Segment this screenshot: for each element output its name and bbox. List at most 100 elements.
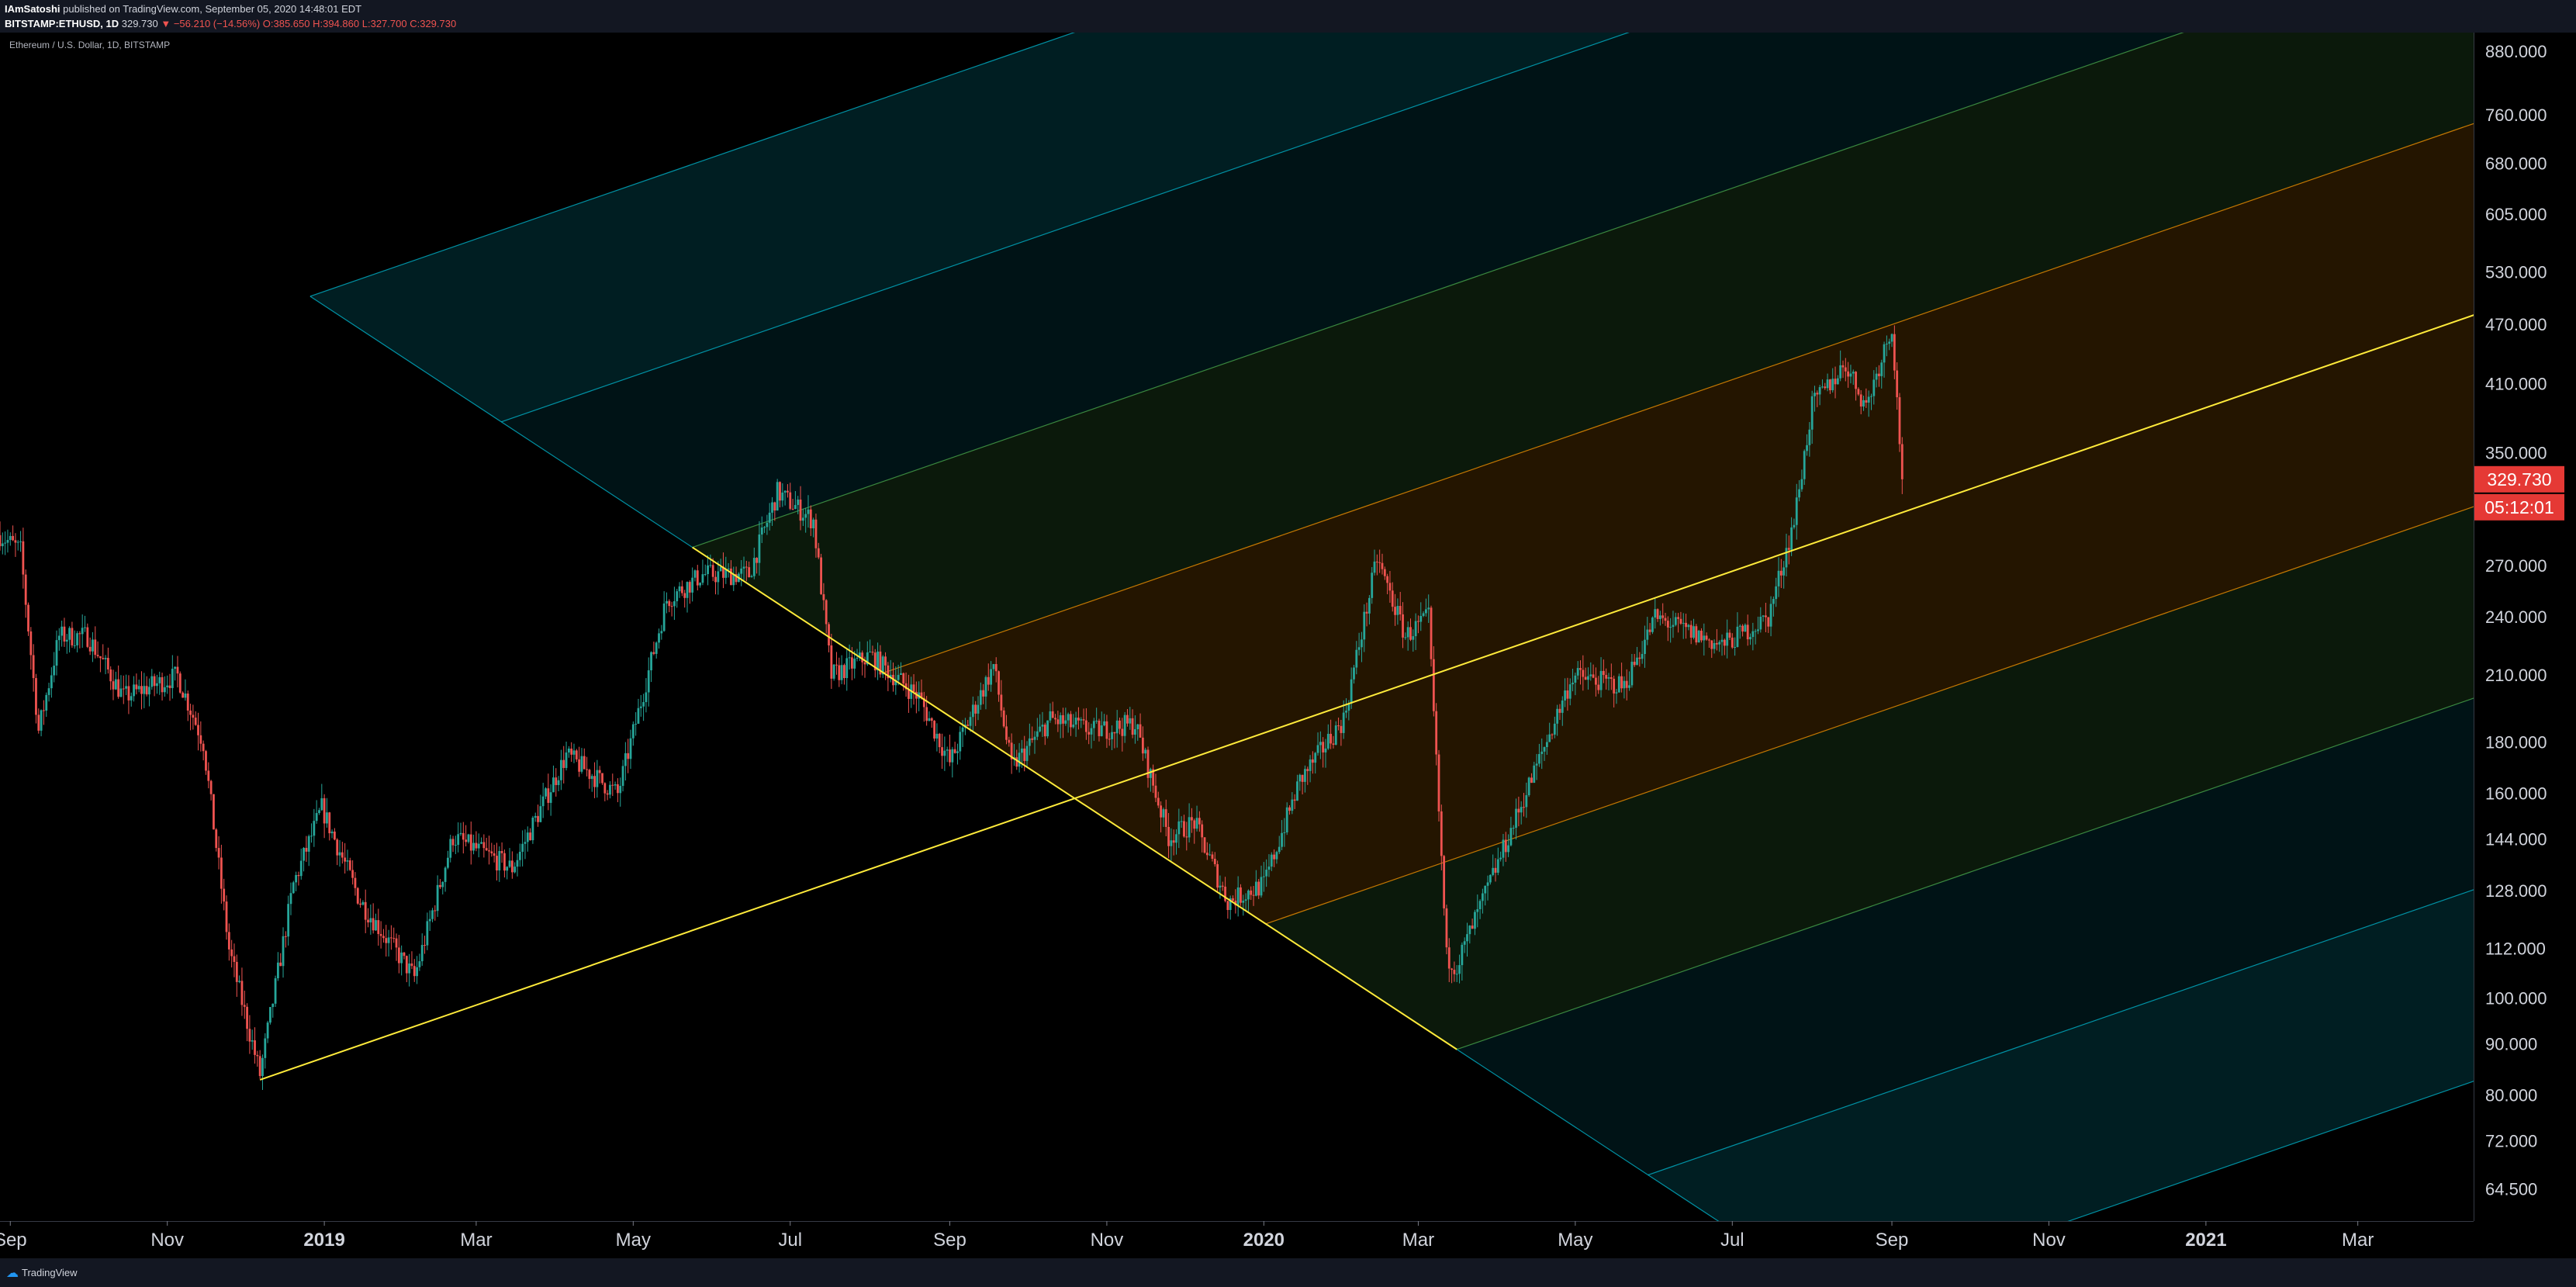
- candle-body: [459, 832, 462, 835]
- pitchfork-median-layer[interactable]: [259, 33, 2576, 1081]
- candle-body: [668, 600, 671, 607]
- candle-body: [0, 535, 2, 547]
- candle-body: [1644, 639, 1646, 655]
- candle-body: [575, 750, 578, 759]
- candle-body: [119, 688, 123, 697]
- candle-body: [12, 535, 14, 541]
- candle-body: [197, 725, 199, 735]
- candle-body: [178, 673, 182, 693]
- candle-body: [1775, 586, 1778, 600]
- candle-body: [987, 676, 990, 685]
- candle-body: [1260, 877, 1263, 896]
- countdown-badge: [2474, 493, 2564, 521]
- candle-body: [1576, 668, 1579, 676]
- candle-body: [804, 514, 807, 518]
- candle-body: [1219, 885, 1222, 888]
- candle-body: [174, 666, 177, 669]
- candle-body: [1445, 908, 1448, 948]
- candle-body: [1468, 925, 1471, 935]
- publish-info: published on TradingView.com, September …: [63, 3, 362, 15]
- close-value: C:329.730: [410, 18, 457, 29]
- candle-body: [1646, 629, 1649, 640]
- candle-body: [1859, 394, 1862, 407]
- candle-body: [441, 881, 444, 887]
- candle-body: [240, 981, 244, 1005]
- candle-body: [838, 665, 841, 680]
- candle-body: [1824, 386, 1827, 389]
- candle-body: [1685, 622, 1687, 628]
- candle-body: [1896, 370, 1899, 398]
- candle-body: [1319, 742, 1322, 746]
- candle-body: [451, 839, 455, 846]
- candle-body: [946, 749, 949, 751]
- candle-body: [740, 568, 743, 574]
- candle-body: [1077, 718, 1080, 721]
- candle-body: [215, 829, 218, 849]
- candle-body: [545, 788, 547, 797]
- candle-body: [861, 652, 864, 663]
- candle-body: [949, 749, 951, 763]
- candle-body: [719, 566, 722, 572]
- candle-body: [1855, 372, 1857, 389]
- candle-body: [789, 492, 792, 509]
- candle-body: [1296, 781, 1298, 801]
- candle-body: [318, 810, 320, 814]
- candle-body: [845, 658, 849, 679]
- candle-body: [1839, 365, 1842, 379]
- candle-body: [130, 696, 133, 701]
- candle-body: [1708, 639, 1710, 641]
- candle-body: [1463, 941, 1466, 945]
- candle-body: [1628, 685, 1630, 688]
- candle-body: [1695, 626, 1698, 643]
- candle-body: [1301, 774, 1304, 782]
- candle-body: [1070, 714, 1072, 728]
- candle-body: [1018, 752, 1021, 767]
- candle-body: [1177, 821, 1181, 835]
- candle-body: [1540, 751, 1544, 755]
- candle-body: [1693, 626, 1695, 638]
- candle-body: [1715, 642, 1718, 645]
- candle-body: [299, 860, 303, 877]
- candle-body: [541, 796, 545, 807]
- candle-body: [73, 645, 76, 646]
- pitchfork-layer[interactable]: [309, 33, 2576, 1258]
- candle-body: [555, 777, 558, 785]
- instrument-legend: Ethereum / U.S. Dollar, 1D, BITSTAMP: [9, 40, 170, 50]
- candle-body: [645, 692, 648, 703]
- candle-body: [207, 770, 210, 781]
- author-name[interactable]: IAmSatoshi: [5, 3, 61, 15]
- candle-body: [1592, 674, 1595, 678]
- candle-body: [730, 568, 732, 586]
- open-value: O:385.650: [262, 18, 310, 29]
- candle-body: [732, 574, 735, 586]
- candle-body: [1368, 597, 1371, 614]
- price-tick-label: 180.000: [2485, 732, 2547, 752]
- candle-body: [1504, 839, 1507, 853]
- candle-body: [109, 669, 112, 682]
- candle-body: [1677, 617, 1680, 619]
- candle-body: [16, 541, 19, 543]
- candle-body: [230, 949, 233, 957]
- price-axis[interactable]: 880.000 760.000 680.000 605.000 530.000 470.0…: [2485, 42, 2547, 1199]
- price-chart[interactable]: Ethereum / U.S. Dollar, 1D, BITSTAMP 880…: [0, 33, 2576, 1258]
- candle-body: [1270, 854, 1273, 867]
- price-tick-label: 240.000: [2485, 607, 2547, 627]
- candle-body: [567, 749, 570, 752]
- candle-body: [143, 686, 146, 694]
- candle-body: [912, 684, 915, 692]
- candle-body: [848, 657, 851, 659]
- candle-body: [447, 857, 449, 868]
- candle-body: [904, 683, 908, 690]
- candle-body: [1350, 679, 1353, 704]
- candle-body: [933, 721, 935, 739]
- candle-body: [465, 839, 468, 842]
- candle-body: [1293, 799, 1296, 801]
- candle-body: [925, 707, 928, 721]
- footer-brand[interactable]: TradingView: [22, 1267, 78, 1278]
- candle-body: [1160, 805, 1163, 818]
- time-axis[interactable]: Sep Nov 2019 Mar May Jul Sep Nov 2020 Mar May Jul Se…: [0, 1221, 2374, 1251]
- candle-body: [1589, 674, 1592, 676]
- candle-body: [1036, 731, 1039, 737]
- candle-body: [1828, 379, 1831, 391]
- candle-body: [1451, 968, 1453, 970]
